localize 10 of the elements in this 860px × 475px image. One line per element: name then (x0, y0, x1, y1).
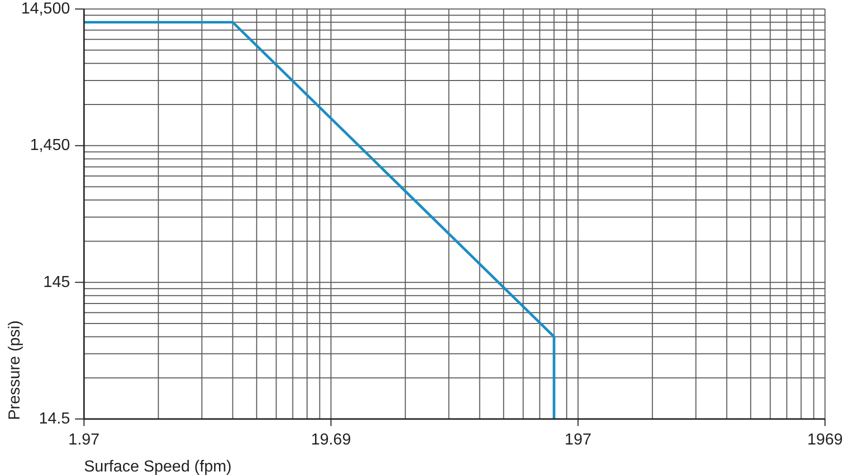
x-tick-label: 19.69 (310, 432, 352, 448)
y-tick-label: 145 (43, 274, 70, 291)
x-tick-label: 197 (564, 432, 592, 448)
x-axis-title: Surface Speed (fpm) (84, 458, 232, 475)
y-tick-label: 1,450 (30, 137, 70, 154)
y-axis-title: Pressure (psi) (6, 320, 24, 420)
x-tick-label: 1969 (807, 432, 843, 448)
x-tick-label: 1.97 (68, 432, 100, 448)
y-tick-label: 14.5 (38, 410, 70, 428)
y-tick-label: 14,500 (21, 0, 70, 18)
